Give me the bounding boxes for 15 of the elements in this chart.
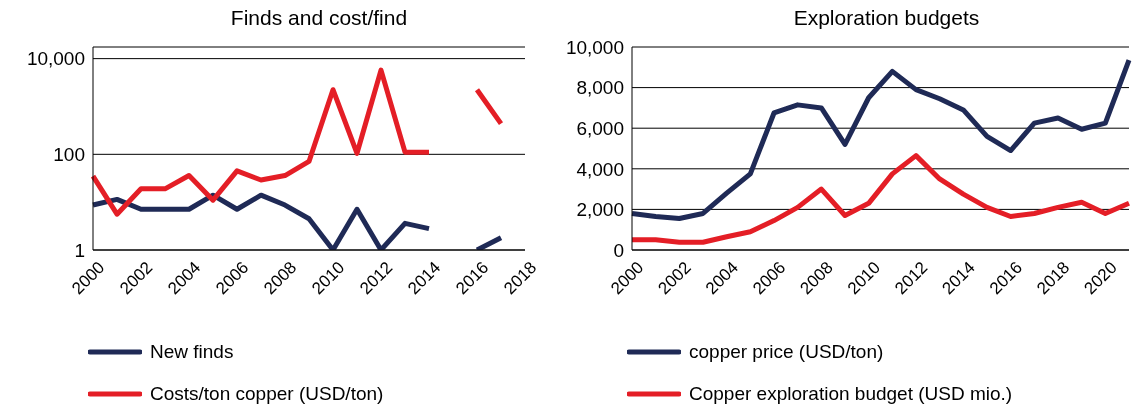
y-tick-label: 2,000 [576, 199, 624, 221]
legend-label: Costs/ton copper (USD/ton) [150, 383, 384, 405]
y-tick-label: 10,000 [565, 36, 624, 58]
legend-label: copper price (USD/ton) [689, 341, 884, 363]
chart-title: Finds and cost/find [229, 6, 409, 30]
y-tick-label: 0 [613, 239, 624, 261]
y-tick-label: 1 [74, 239, 85, 261]
y-tick-label: 4,000 [576, 158, 624, 180]
y-tick-label: 100 [53, 144, 85, 166]
chart-title: Exploration budgets [792, 6, 981, 30]
y-tick-label: 6,000 [576, 117, 624, 139]
y-tick-label: 8,000 [576, 77, 624, 99]
y-tick-label: 10,000 [26, 48, 85, 70]
legend-label: Copper exploration budget (USD mio.) [689, 383, 1013, 405]
legend-label: New finds [150, 341, 234, 363]
